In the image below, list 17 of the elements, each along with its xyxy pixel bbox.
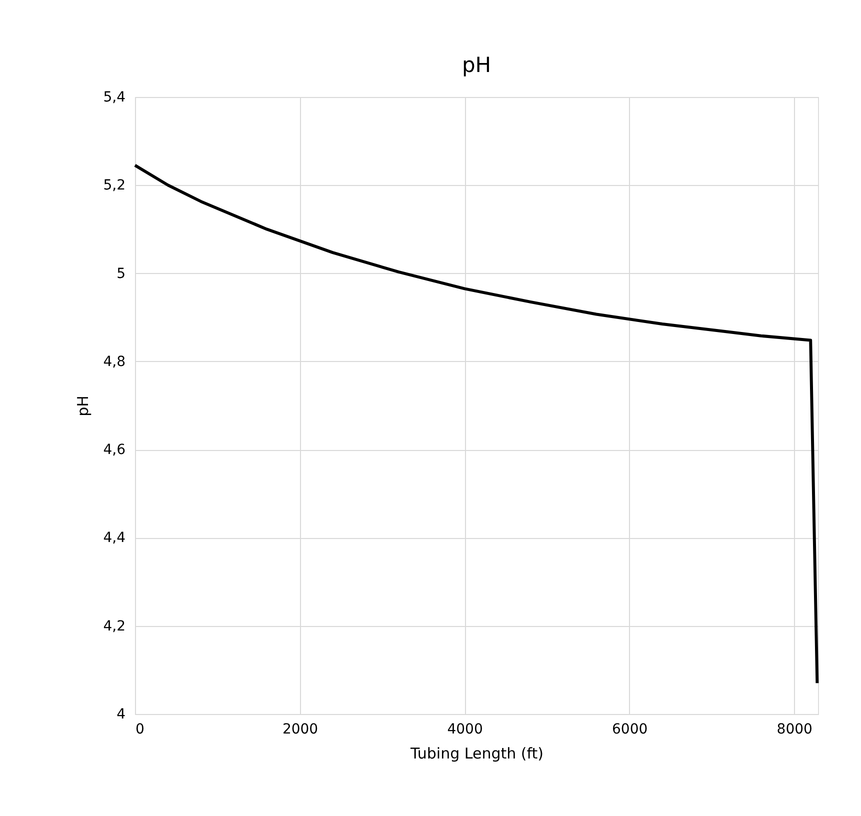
x-tick-label: 6000 — [612, 722, 648, 738]
y-tick-label: 4,8 — [103, 354, 126, 370]
y-tick-label: 4 — [116, 706, 126, 722]
y-axis-title: pH — [74, 396, 92, 416]
x-tick-label: 8000 — [776, 722, 812, 738]
y-tick-label: 5,2 — [103, 178, 126, 194]
y-tick-label: 5 — [116, 266, 126, 282]
chart-title: pH — [462, 53, 492, 77]
x-axis-title: Tubing Length (ft) — [410, 744, 544, 762]
y-tick-label: 4,6 — [103, 442, 126, 458]
x-tick-label: 2000 — [282, 722, 318, 738]
x-tick-label: 4000 — [447, 722, 483, 738]
y-tick-label: 4,2 — [103, 618, 126, 634]
x-tick-label: 0 — [136, 722, 144, 738]
y-tick-label: 5,4 — [103, 90, 126, 106]
y-tick-label: 4,4 — [103, 530, 126, 546]
line-series — [134, 164, 819, 685]
